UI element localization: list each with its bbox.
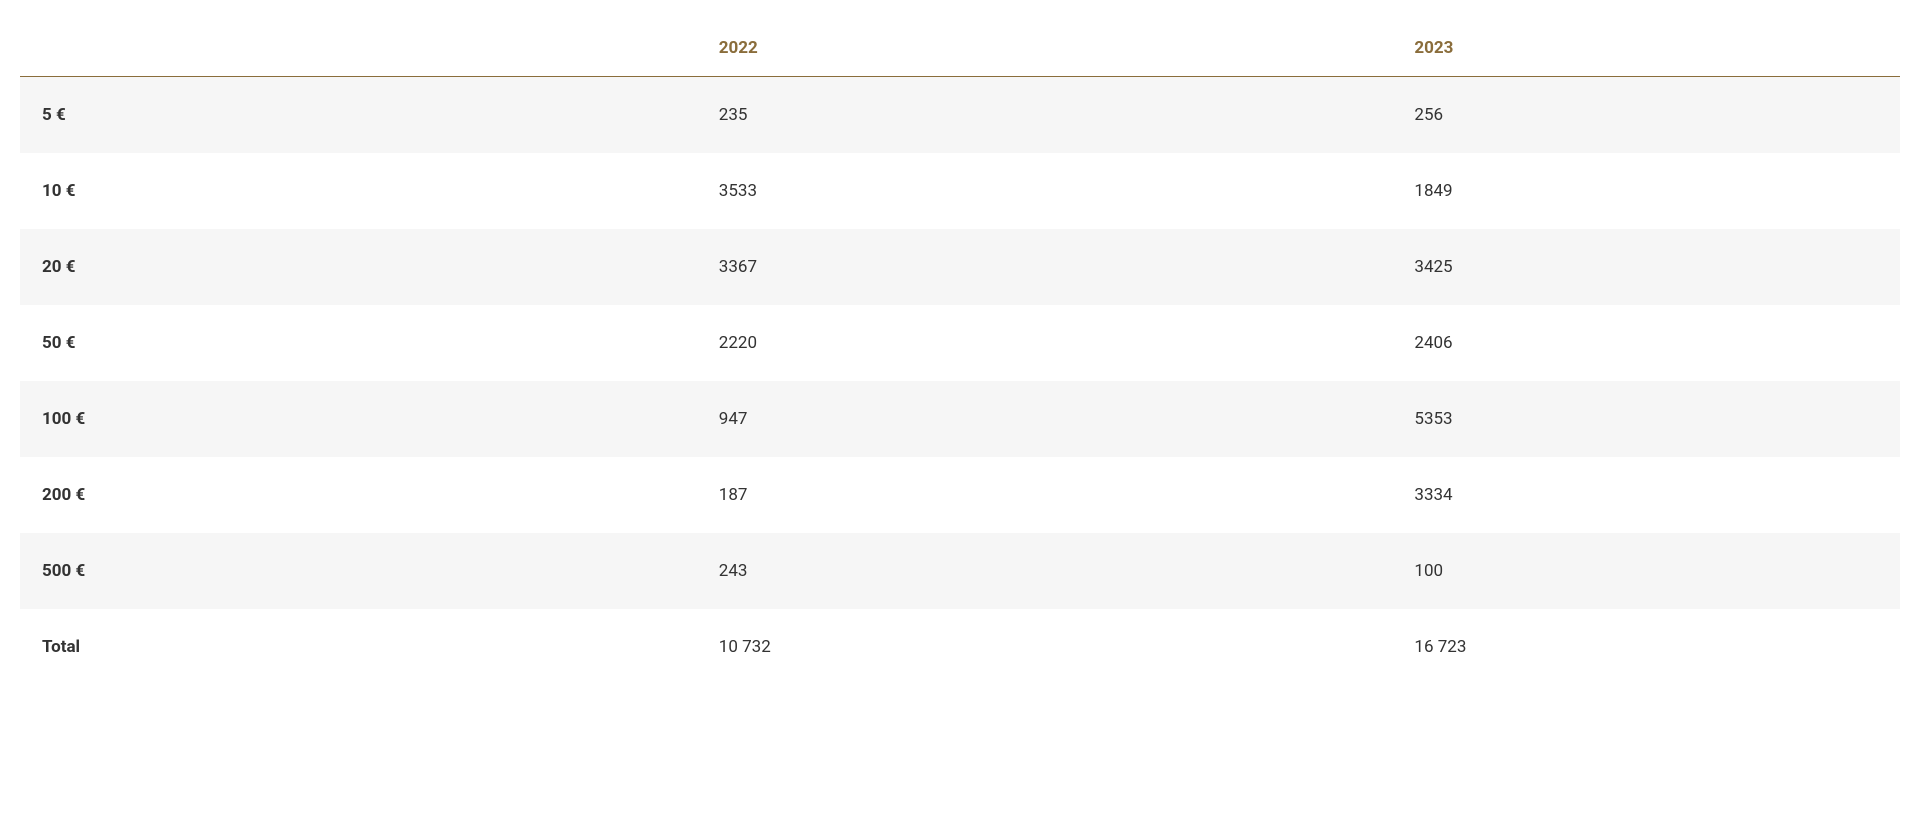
table-row: 100 € 947 5353 [20, 381, 1900, 457]
table-cell-denomination: 20 € [20, 229, 697, 305]
table-cell-value-2022: 235 [697, 77, 1393, 154]
table-cell-value-2023: 3425 [1392, 229, 1900, 305]
table-row: 10 € 3533 1849 [20, 153, 1900, 229]
table-cell-total-2022: 10 732 [697, 609, 1393, 685]
table-cell-value-2023: 3334 [1392, 457, 1900, 533]
table-cell-denomination: 500 € [20, 533, 697, 609]
table-cell-value-2022: 3367 [697, 229, 1393, 305]
table-header: 2022 2023 [20, 20, 1900, 77]
table-row: 50 € 2220 2406 [20, 305, 1900, 381]
table-row: 20 € 3367 3425 [20, 229, 1900, 305]
data-table: 2022 2023 5 € 235 256 10 € 3533 1849 20 … [20, 20, 1900, 685]
table-row-total: Total 10 732 16 723 [20, 609, 1900, 685]
table-header-cell-year-2023: 2023 [1392, 20, 1900, 77]
table-cell-denomination: 50 € [20, 305, 697, 381]
table-cell-denomination: 200 € [20, 457, 697, 533]
table-cell-total-2023: 16 723 [1392, 609, 1900, 685]
table-header-cell-empty [20, 20, 697, 77]
table-cell-total-label: Total [20, 609, 697, 685]
table-cell-value-2023: 2406 [1392, 305, 1900, 381]
table-cell-value-2022: 243 [697, 533, 1393, 609]
table-cell-value-2023: 100 [1392, 533, 1900, 609]
table-row: 500 € 243 100 [20, 533, 1900, 609]
table-body: 5 € 235 256 10 € 3533 1849 20 € 3367 342… [20, 77, 1900, 686]
table-cell-value-2022: 3533 [697, 153, 1393, 229]
table-header-cell-year-2022: 2022 [697, 20, 1393, 77]
table-cell-denomination: 5 € [20, 77, 697, 154]
table-cell-value-2022: 2220 [697, 305, 1393, 381]
table-cell-denomination: 10 € [20, 153, 697, 229]
table-cell-value-2023: 1849 [1392, 153, 1900, 229]
table-cell-value-2022: 187 [697, 457, 1393, 533]
table-cell-value-2023: 5353 [1392, 381, 1900, 457]
table-row: 5 € 235 256 [20, 77, 1900, 154]
table-cell-value-2023: 256 [1392, 77, 1900, 154]
table-header-row: 2022 2023 [20, 20, 1900, 77]
data-table-container: 2022 2023 5 € 235 256 10 € 3533 1849 20 … [20, 20, 1900, 685]
table-row: 200 € 187 3334 [20, 457, 1900, 533]
table-cell-denomination: 100 € [20, 381, 697, 457]
table-cell-value-2022: 947 [697, 381, 1393, 457]
